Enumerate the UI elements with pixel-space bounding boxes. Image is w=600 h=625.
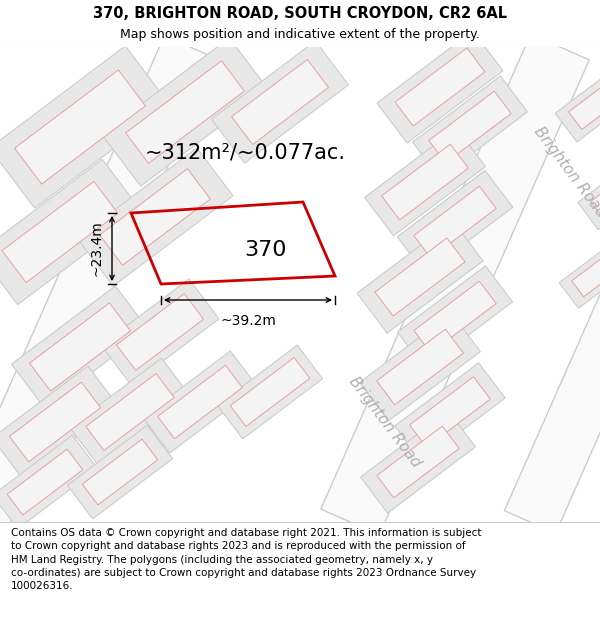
Polygon shape: [413, 76, 527, 178]
Text: 370, BRIGHTON ROAD, SOUTH CROYDON, CR2 6AL: 370, BRIGHTON ROAD, SOUTH CROYDON, CR2 6…: [93, 6, 507, 21]
Text: Map shows position and indicative extent of the property.: Map shows position and indicative extent…: [120, 28, 480, 41]
Text: Brighton Road: Brighton Road: [346, 374, 424, 470]
Polygon shape: [410, 377, 490, 448]
Polygon shape: [375, 238, 465, 316]
Text: ~23.4m: ~23.4m: [90, 221, 104, 276]
Polygon shape: [77, 148, 233, 286]
Polygon shape: [67, 425, 173, 519]
Polygon shape: [382, 144, 469, 220]
Polygon shape: [82, 439, 158, 505]
Polygon shape: [555, 62, 600, 142]
Polygon shape: [321, 34, 589, 535]
Polygon shape: [143, 351, 257, 453]
Polygon shape: [232, 59, 328, 144]
Polygon shape: [29, 303, 130, 391]
Polygon shape: [0, 435, 98, 529]
Polygon shape: [212, 41, 349, 163]
Polygon shape: [359, 313, 481, 421]
Polygon shape: [217, 345, 323, 439]
Polygon shape: [361, 411, 475, 513]
Polygon shape: [86, 374, 174, 451]
Polygon shape: [70, 358, 190, 466]
Polygon shape: [101, 38, 268, 186]
Polygon shape: [158, 365, 242, 439]
Polygon shape: [0, 366, 118, 478]
Polygon shape: [230, 357, 310, 426]
Polygon shape: [125, 61, 244, 163]
Polygon shape: [357, 221, 483, 333]
Polygon shape: [116, 294, 203, 371]
Polygon shape: [398, 266, 512, 368]
Polygon shape: [591, 166, 600, 217]
Polygon shape: [397, 171, 513, 274]
Polygon shape: [0, 36, 215, 533]
Polygon shape: [14, 70, 145, 184]
Polygon shape: [11, 286, 148, 408]
Polygon shape: [429, 91, 511, 163]
Text: Brighton Road: Brighton Road: [531, 124, 600, 220]
Polygon shape: [578, 154, 600, 229]
Polygon shape: [2, 181, 118, 282]
Polygon shape: [377, 31, 503, 143]
Polygon shape: [569, 74, 600, 129]
Polygon shape: [414, 281, 496, 353]
Polygon shape: [377, 329, 463, 405]
Polygon shape: [395, 363, 505, 461]
Polygon shape: [377, 426, 459, 498]
Polygon shape: [414, 186, 496, 258]
Polygon shape: [365, 128, 485, 236]
Polygon shape: [505, 36, 600, 533]
Polygon shape: [0, 159, 142, 304]
Polygon shape: [559, 236, 600, 308]
Polygon shape: [0, 46, 170, 208]
Polygon shape: [100, 169, 211, 265]
Polygon shape: [572, 247, 600, 297]
Polygon shape: [7, 449, 83, 515]
Polygon shape: [395, 48, 485, 126]
Text: ~312m²/~0.077ac.: ~312m²/~0.077ac.: [145, 142, 346, 162]
Text: Contains OS data © Crown copyright and database right 2021. This information is : Contains OS data © Crown copyright and d…: [11, 528, 481, 591]
Text: ~39.2m: ~39.2m: [220, 314, 276, 328]
Text: 370: 370: [244, 240, 286, 260]
Polygon shape: [10, 382, 101, 462]
Polygon shape: [101, 279, 219, 385]
